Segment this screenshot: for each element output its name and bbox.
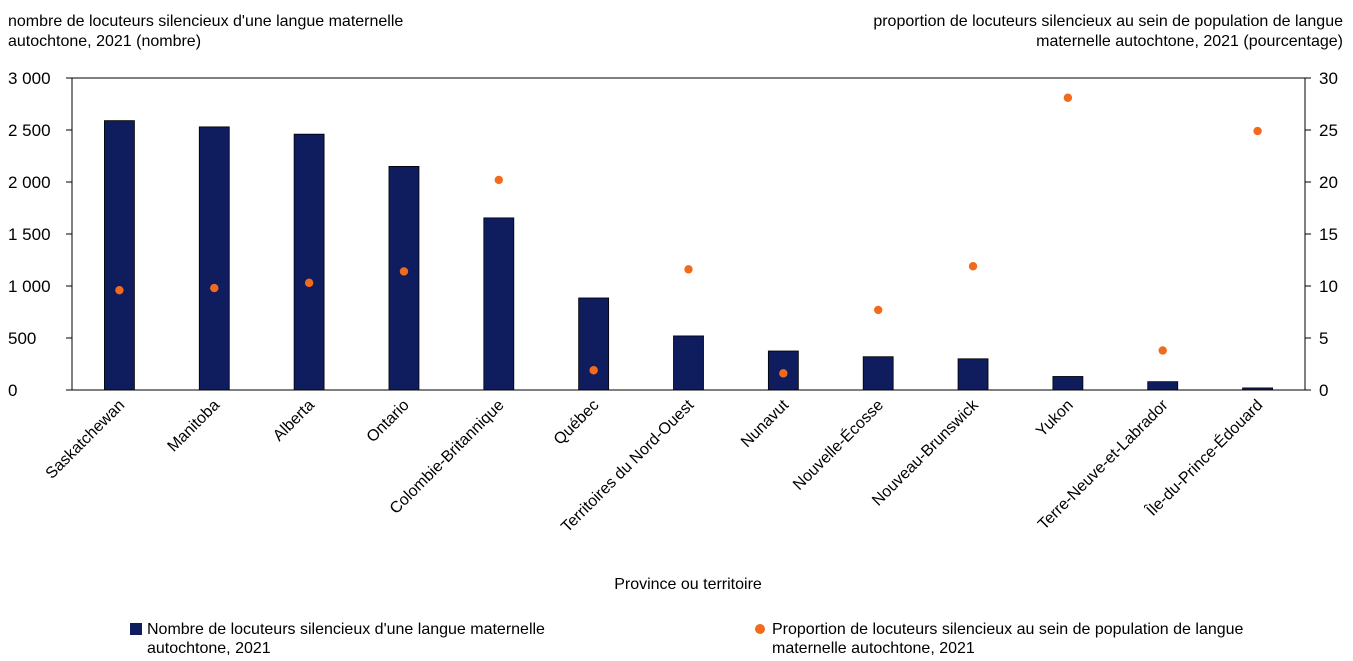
bar-11 xyxy=(1147,381,1179,391)
bar-5 xyxy=(578,297,610,391)
left-tick-label: 2 500 xyxy=(8,121,51,140)
right-tick-label: 30 xyxy=(1319,69,1338,88)
x-tick-label: Yukon xyxy=(1033,397,1076,440)
dot-9 xyxy=(968,262,978,271)
left-tick-label: 3 000 xyxy=(8,69,51,88)
x-tick-label: Nunavut xyxy=(738,396,793,451)
bar-10 xyxy=(1052,376,1084,391)
bar-2 xyxy=(293,133,325,391)
dot-10 xyxy=(1063,93,1073,102)
bar-4 xyxy=(483,217,515,391)
bar-12 xyxy=(1242,387,1273,391)
right-tick-label: 15 xyxy=(1319,225,1338,244)
x-tick-label: Alberta xyxy=(270,397,318,445)
legend-bar-swatch xyxy=(130,623,142,635)
left-tick-label: 0 xyxy=(8,381,17,400)
bar-6 xyxy=(673,335,704,391)
dot-7 xyxy=(779,369,788,378)
dot-3 xyxy=(399,267,409,276)
x-axis-title: Province ou territoire xyxy=(614,576,762,593)
x-tick-label: Nouveau-Brunswick xyxy=(869,396,982,509)
right-tick-label: 20 xyxy=(1319,173,1338,192)
right-axis-title: proportion de locuteurs silencieux au se… xyxy=(873,13,1343,50)
x-tick-label: Saskatchewan xyxy=(43,397,129,483)
dot-4 xyxy=(494,175,504,185)
right-tick-label: 5 xyxy=(1319,329,1328,348)
dot-2 xyxy=(304,278,314,288)
dot-0 xyxy=(115,285,124,295)
left-tick-label: 500 xyxy=(8,329,36,348)
right-tick-label: 0 xyxy=(1319,381,1328,400)
legend-dots-label: Proportion de locuteurs silencieux au se… xyxy=(772,621,1244,657)
left-tick-label: 1 500 xyxy=(8,225,51,244)
x-tick-label: Nouvelle-Écosse xyxy=(789,395,887,493)
left-tick-label: 1 000 xyxy=(8,277,51,296)
legend-bars-label: Nombre de locuteurs silencieux d'une lan… xyxy=(147,621,545,657)
dot-1 xyxy=(210,283,219,293)
dot-5 xyxy=(589,366,598,375)
bar-9 xyxy=(957,358,989,391)
bar-8 xyxy=(862,356,894,391)
right-tick-label: 10 xyxy=(1319,277,1338,296)
x-tick-label: Manitoba xyxy=(165,397,224,456)
legend-dot-swatch xyxy=(755,624,765,634)
bar-1 xyxy=(198,126,230,391)
left-axis-title: nombre de locuteurs silencieux d'une lan… xyxy=(8,13,404,50)
dot-12 xyxy=(1253,126,1262,136)
dot-6 xyxy=(684,265,693,274)
left-tick-label: 2 000 xyxy=(8,173,51,192)
x-tick-label: Québec xyxy=(551,397,603,449)
right-tick-label: 25 xyxy=(1319,121,1338,140)
dot-11 xyxy=(1158,346,1167,355)
x-tick-label: Ontario xyxy=(364,397,413,446)
bar-0 xyxy=(104,120,135,391)
dot-8 xyxy=(873,305,883,315)
bar-3 xyxy=(388,165,420,391)
